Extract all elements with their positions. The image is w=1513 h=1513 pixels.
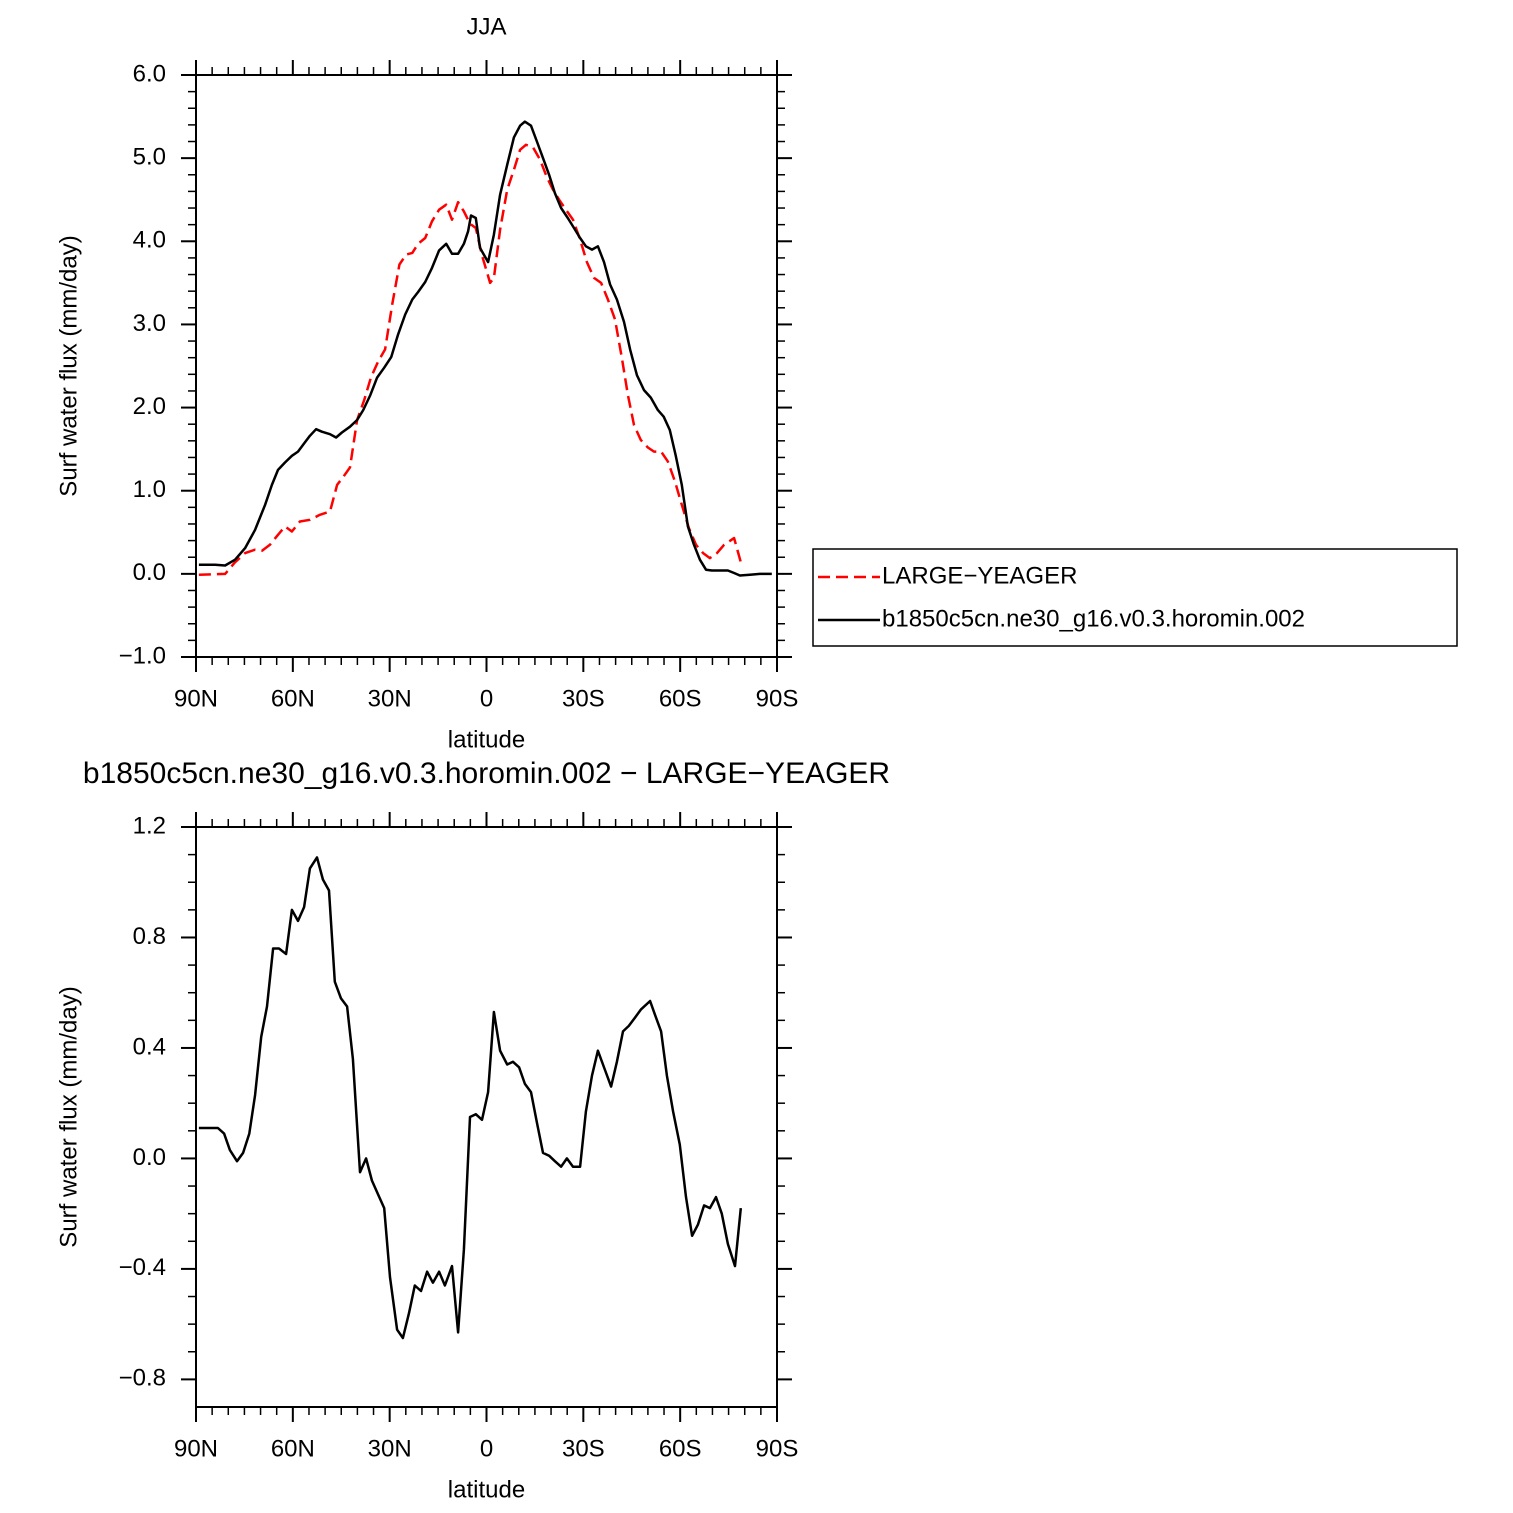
x-tick-label: 30N bbox=[368, 1435, 412, 1462]
x-tick-label: 30N bbox=[368, 685, 412, 712]
x-tick-label: 90N bbox=[174, 685, 218, 712]
y-tick-label: 0.0 bbox=[133, 1144, 166, 1171]
data-line bbox=[198, 120, 772, 577]
plot-frame bbox=[195, 74, 778, 658]
chart-title: JJA bbox=[466, 13, 506, 40]
x-axis-label: latitude bbox=[448, 726, 525, 753]
y-tick-label: 3.0 bbox=[133, 310, 166, 337]
chart-title: b1850c5cn.ne30_g16.v0.3.horomin.002 − LA… bbox=[83, 757, 890, 790]
legend-box bbox=[812, 548, 1458, 647]
x-tick-label: 60N bbox=[271, 1435, 315, 1462]
x-tick-label: 30S bbox=[562, 1435, 605, 1462]
x-tick-label: 0 bbox=[480, 685, 493, 712]
y-axis-label: Surf water flux (mm/day) bbox=[55, 235, 82, 496]
x-tick-label: 30S bbox=[562, 685, 605, 712]
y-tick-label: 1.2 bbox=[133, 812, 166, 839]
data-line bbox=[198, 856, 743, 1340]
y-tick-label: 2.0 bbox=[133, 393, 166, 420]
y-tick-label: −0.4 bbox=[119, 1254, 166, 1281]
y-axis-label: Surf water flux (mm/day) bbox=[55, 986, 82, 1247]
y-tick-label: 6.0 bbox=[133, 60, 166, 87]
x-tick-label: 0 bbox=[480, 1435, 493, 1462]
data-line bbox=[198, 143, 743, 576]
x-axis-label: latitude bbox=[448, 1476, 525, 1503]
x-tick-label: 90S bbox=[756, 685, 799, 712]
plot-frame bbox=[195, 826, 778, 1408]
legend-label: LARGE−YEAGER bbox=[882, 562, 1077, 589]
x-tick-label: 60N bbox=[271, 685, 315, 712]
y-tick-label: 0.4 bbox=[133, 1033, 166, 1060]
y-tick-label: 1.0 bbox=[133, 476, 166, 503]
y-tick-label: −1.0 bbox=[119, 642, 166, 669]
y-tick-label: −0.8 bbox=[119, 1365, 166, 1392]
legend-label: b1850c5cn.ne30_g16.v0.3.horomin.002 bbox=[882, 605, 1305, 632]
x-tick-label: 60S bbox=[659, 685, 702, 712]
y-tick-label: 0.8 bbox=[133, 923, 166, 950]
x-tick-label: 90S bbox=[756, 1435, 799, 1462]
y-tick-label: 0.0 bbox=[133, 559, 166, 586]
x-tick-label: 90N bbox=[174, 1435, 218, 1462]
x-tick-label: 60S bbox=[659, 1435, 702, 1462]
y-tick-label: 4.0 bbox=[133, 227, 166, 254]
y-tick-label: 5.0 bbox=[133, 143, 166, 170]
